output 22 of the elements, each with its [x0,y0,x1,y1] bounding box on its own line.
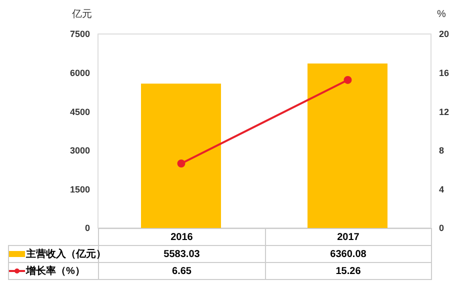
y2-tick-label: 0 [439,223,444,234]
x-tick-label: 2017 [265,228,432,246]
y-tick-label: 4500 [70,106,90,117]
data-label: 15.26 [265,262,432,280]
y2-tick-label: 4 [439,184,444,194]
legend-label: 增长率（%） [26,264,85,278]
y-tick-label: 0 [84,223,90,234]
x-tick-label: 2016 [98,228,265,246]
y2-tick-label: 12 [439,106,450,117]
y-tick-label: 1500 [70,184,90,194]
data-label: 6360.08 [265,246,432,262]
data-label: 5583.03 [164,248,200,260]
y2-tick-label: 20 [439,29,450,40]
y2-axis-title: % [437,9,446,20]
y-axis-title: 亿元 [71,9,92,20]
y2-tick-label: 16 [439,68,450,78]
legend-label: 主营收入（亿元） [26,247,106,261]
data-label: 6.65 [98,262,265,280]
y-tick-label: 3000 [70,146,90,156]
y-tick-label: 6000 [70,68,90,78]
y2-tick-label: 8 [439,146,444,156]
y-tick-label: 7500 [70,29,90,40]
